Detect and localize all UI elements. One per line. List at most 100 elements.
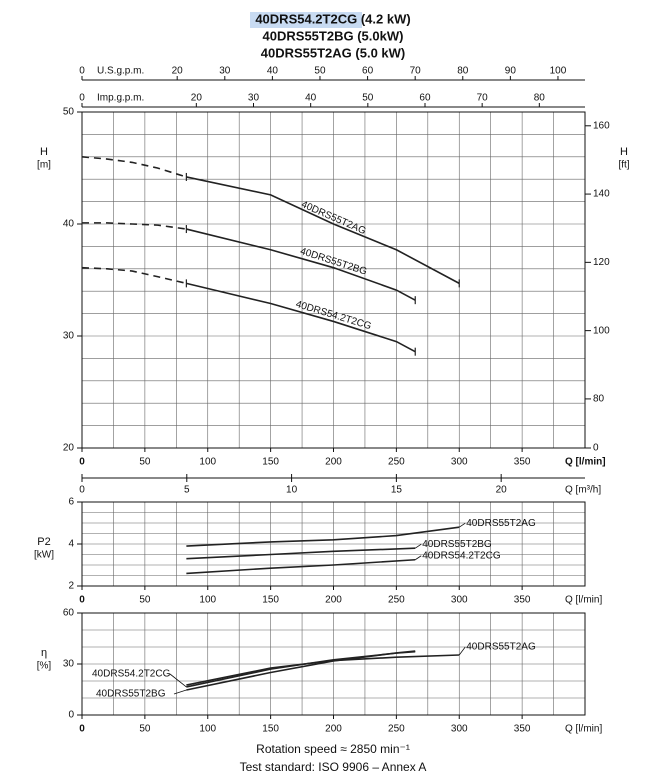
- x-tick-label: 200: [325, 724, 342, 735]
- x-tick-label: 0: [79, 724, 85, 735]
- y2-tick-label: 140: [593, 189, 610, 200]
- curve: [186, 228, 416, 301]
- curve-label: 40DRS55T2AG: [466, 518, 536, 529]
- x-tick-label: 150: [262, 457, 279, 468]
- y2-tick-label: 160: [593, 120, 610, 131]
- top-tick-label: 30: [248, 93, 260, 104]
- y-axis-label: P2: [37, 536, 50, 548]
- x-tick-label: 250: [388, 595, 405, 606]
- top-tick-label: 40: [267, 66, 279, 77]
- x-tick-label: 100: [199, 457, 216, 468]
- y-tick-label: 40: [63, 219, 75, 230]
- x-tick-label: 50: [139, 595, 151, 606]
- top-tick-label: 50: [314, 66, 326, 77]
- top-axis-label: Imp.g.p.m.: [97, 93, 144, 104]
- y2-tick-label: 80: [593, 394, 605, 405]
- x-tick-label: 350: [514, 595, 531, 606]
- curve: [186, 558, 416, 575]
- header-line: 40DRS55T2BG (5.0kW): [263, 28, 404, 43]
- m3h-tick-label: 5: [184, 485, 190, 496]
- top-tick-label: 30: [219, 66, 231, 77]
- x-tick-label: 100: [199, 724, 216, 735]
- top-tick-label: 70: [410, 66, 422, 77]
- y-axis-unit: [m]: [37, 160, 51, 171]
- y2-axis-label: H: [620, 146, 628, 158]
- selection-highlight: [250, 12, 362, 28]
- header-line: 40DRS55T2AG (5.0 kW): [261, 45, 406, 60]
- y-tick-label: 6: [68, 497, 74, 508]
- y-axis-label: H: [40, 146, 48, 158]
- leader-line: [173, 689, 187, 695]
- y2-tick-label: 120: [593, 257, 610, 268]
- curve: [186, 654, 460, 686]
- top-tick-label: 0: [79, 93, 85, 104]
- footer-line: Test standard: ISO 9906 – Annex A: [240, 760, 427, 774]
- x-tick-label: 100: [199, 595, 216, 606]
- y2-tick-label: 100: [593, 325, 610, 336]
- top-tick-label: 60: [419, 93, 431, 104]
- curve: [81, 266, 187, 285]
- curve: [186, 547, 416, 560]
- top-tick-label: 50: [362, 93, 374, 104]
- top-tick-label: 70: [477, 93, 489, 104]
- leader-line: [415, 543, 422, 549]
- top-tick-label: 60: [362, 66, 374, 77]
- curve: [81, 156, 187, 178]
- x-tick-label: 300: [451, 457, 468, 468]
- footer-line: Rotation speed ≈ 2850 min⁻¹: [256, 742, 410, 756]
- m3h-tick-label: 15: [391, 485, 403, 496]
- curve: [186, 176, 460, 285]
- x-tick-label: 150: [262, 595, 279, 606]
- y2-axis-unit: [ft]: [618, 160, 629, 171]
- curve: [186, 526, 460, 547]
- top-tick-label: 80: [534, 93, 546, 104]
- x-tick-label: 250: [388, 724, 405, 735]
- curve: [82, 222, 187, 230]
- top-tick-label: 100: [550, 66, 567, 77]
- top-tick-label: 80: [457, 66, 469, 77]
- y-tick-label: 30: [63, 331, 75, 342]
- x-tick-label: 350: [514, 724, 531, 735]
- x-tick-label: 0: [79, 457, 85, 468]
- curve-label: 40DRS55T2BG: [422, 539, 492, 550]
- header-line: 40DRS54.2T2CG (4.2 kW): [255, 11, 410, 26]
- m3h-axis-label: Q [m³/h]: [565, 485, 601, 496]
- x-tick-label: 250: [388, 457, 405, 468]
- y-axis-unit: [kW]: [34, 550, 54, 561]
- x-tick-label: 300: [451, 724, 468, 735]
- x-tick-label: 150: [262, 724, 279, 735]
- y-tick-label: 60: [63, 608, 75, 619]
- x-tick-label: 200: [325, 457, 342, 468]
- x-tick-label: 50: [139, 724, 151, 735]
- top-axis-label: U.S.g.p.m.: [97, 66, 144, 77]
- top-tick-label: 0: [79, 66, 85, 77]
- y-axis-unit: [%]: [37, 661, 52, 672]
- leader-line: [459, 522, 466, 528]
- y2-tick-label: 0: [593, 443, 599, 454]
- m3h-tick-label: 10: [286, 485, 298, 496]
- curve-label: 40DRS55T2AG: [466, 642, 536, 653]
- x-tick-label: 350: [514, 457, 531, 468]
- leader-line: [415, 555, 422, 561]
- x-tick-label: 0: [79, 595, 85, 606]
- y-tick-label: 4: [68, 539, 74, 550]
- y-tick-label: 2: [68, 581, 74, 592]
- leader-line: [458, 646, 466, 656]
- curve: [186, 650, 416, 691]
- curve-label: 40DRS54.2T2CG: [92, 669, 171, 680]
- curve-label: 40DRS54.2T2CG: [422, 550, 501, 561]
- x-axis-label: Q [l/min]: [565, 457, 606, 468]
- x-tick-label: 300: [451, 595, 468, 606]
- curve: [186, 650, 416, 688]
- x-axis-label: Q [l/min]: [565, 595, 602, 606]
- leader-line: [169, 673, 187, 688]
- y-tick-label: 50: [63, 107, 75, 118]
- y-tick-label: 0: [68, 710, 74, 721]
- x-axis-label: Q [l/min]: [565, 724, 602, 735]
- top-tick-label: 20: [172, 66, 184, 77]
- curve-label: 40DRS55T2BG: [96, 689, 166, 700]
- x-tick-label: 50: [139, 457, 151, 468]
- m3h-tick-label: 0: [79, 485, 85, 496]
- y-tick-label: 30: [63, 659, 75, 670]
